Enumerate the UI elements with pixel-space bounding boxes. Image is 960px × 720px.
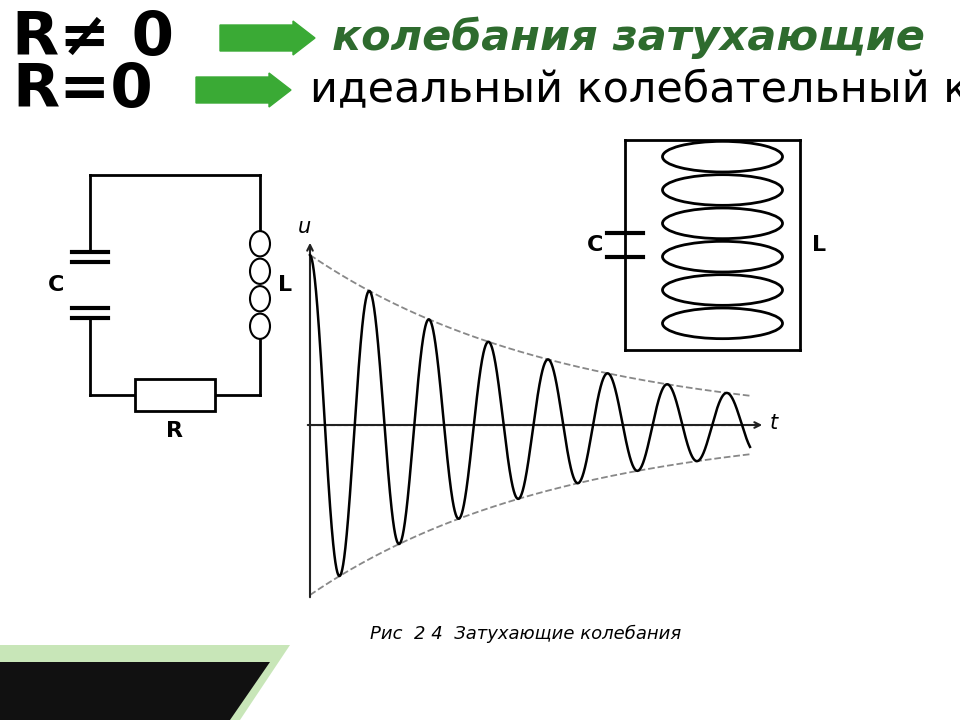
- Text: L: L: [278, 275, 292, 295]
- Text: Рис  2 4  Затухающие колебания: Рис 2 4 Затухающие колебания: [370, 625, 682, 643]
- Polygon shape: [0, 645, 290, 720]
- Text: L: L: [812, 235, 827, 255]
- Text: R: R: [166, 421, 183, 441]
- Text: t: t: [770, 413, 779, 433]
- Text: C: C: [587, 235, 603, 255]
- Text: C: C: [48, 275, 64, 295]
- Text: R=0: R=0: [12, 60, 153, 120]
- FancyBboxPatch shape: [135, 379, 215, 411]
- Text: колебания затухающие: колебания затухающие: [332, 17, 924, 59]
- Text: u: u: [298, 217, 311, 237]
- FancyArrow shape: [196, 73, 291, 107]
- Polygon shape: [0, 662, 270, 720]
- FancyArrow shape: [220, 21, 315, 55]
- Text: идеальный колебательный контур: идеальный колебательный контур: [310, 69, 960, 111]
- Text: R≠ 0: R≠ 0: [12, 9, 174, 68]
